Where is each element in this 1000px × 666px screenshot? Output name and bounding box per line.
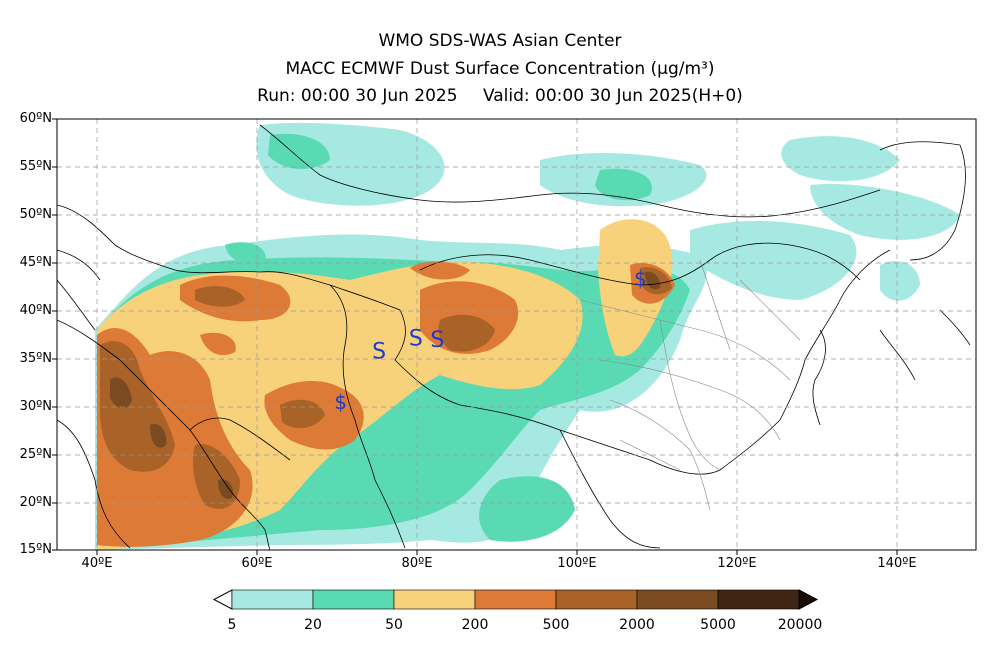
valid-time: Valid: 00:00 30 Jun 2025(H+0) xyxy=(482,86,743,106)
dust-level-2000-5000 xyxy=(110,271,661,500)
colorbar-label-500: 500 xyxy=(542,617,570,633)
lon-label-100: 100ºE xyxy=(557,556,597,571)
lon-label-80: 80ºE xyxy=(401,556,433,571)
colorbar-swatch-3 xyxy=(474,589,557,610)
map-subtitle: MACC ECMWF Dust Surface Concentration (μ… xyxy=(285,59,715,79)
colorbar-over-arrow xyxy=(798,589,819,610)
colorbar-swatch-2 xyxy=(393,589,476,610)
colorbar-label-2000: 2000 xyxy=(619,617,655,633)
run-valid-line: Run: 00:00 30 Jun 2025 Valid: 00:00 30 J… xyxy=(0,86,1000,106)
lat-label-60: 60ºN xyxy=(19,111,52,126)
lon-label-40: 40ºE xyxy=(81,556,113,571)
colorbar-swatch-5 xyxy=(636,589,719,610)
country-borders xyxy=(57,124,971,550)
lat-label-55: 55ºN xyxy=(19,159,52,174)
dust-storm-symbol-3: S xyxy=(409,326,423,351)
run-time: Run: 00:00 30 Jun 2025 xyxy=(257,86,458,106)
colorbar-label-5: 5 xyxy=(227,617,237,633)
dust-storm-symbol-4: S xyxy=(430,328,444,353)
lat-label-35: 35ºN xyxy=(19,351,52,366)
lon-label-60: 60ºE xyxy=(241,556,273,571)
lat-label-15: 15ºN xyxy=(19,542,52,557)
lat-label-40: 40ºN xyxy=(19,303,52,318)
colorbar-under-arrow xyxy=(212,589,233,610)
gridlines xyxy=(57,119,976,550)
lat-label-30: 30ºN xyxy=(19,399,52,414)
lon-label-120: 120ºE xyxy=(717,556,757,571)
colorbar-label-5000: 5000 xyxy=(700,617,736,633)
colorbar-swatch-6 xyxy=(717,589,800,610)
colorbar xyxy=(212,589,819,610)
colorbar-swatch-1 xyxy=(312,589,395,610)
map-title: WMO SDS-WAS Asian Center xyxy=(378,31,622,51)
dust-storm-symbols: $$SS S xyxy=(334,266,646,414)
dust-storm-symbol-0: $ xyxy=(634,266,647,290)
colorbar-label-50: 50 xyxy=(385,617,403,633)
lon-label-140: 140ºE xyxy=(877,556,917,571)
colorbar-swatch-4 xyxy=(555,589,638,610)
map-frame xyxy=(56,118,977,551)
colorbar-label-20: 20 xyxy=(304,617,322,633)
colorbar-label-200: 200 xyxy=(461,617,489,633)
colorbar-label-20000: 20000 xyxy=(777,617,823,633)
lat-label-25: 25ºN xyxy=(19,447,52,462)
lat-label-45: 45ºN xyxy=(19,255,52,270)
lat-label-50: 50ºN xyxy=(19,207,52,222)
dust-storm-symbol-1: $ xyxy=(334,390,347,414)
axis-ticks xyxy=(52,118,898,555)
province-borders xyxy=(579,259,801,511)
colorbar-swatch-0 xyxy=(231,589,314,610)
dust-storm-symbol-2: S xyxy=(372,340,386,365)
lat-label-20: 20ºN xyxy=(19,495,52,510)
